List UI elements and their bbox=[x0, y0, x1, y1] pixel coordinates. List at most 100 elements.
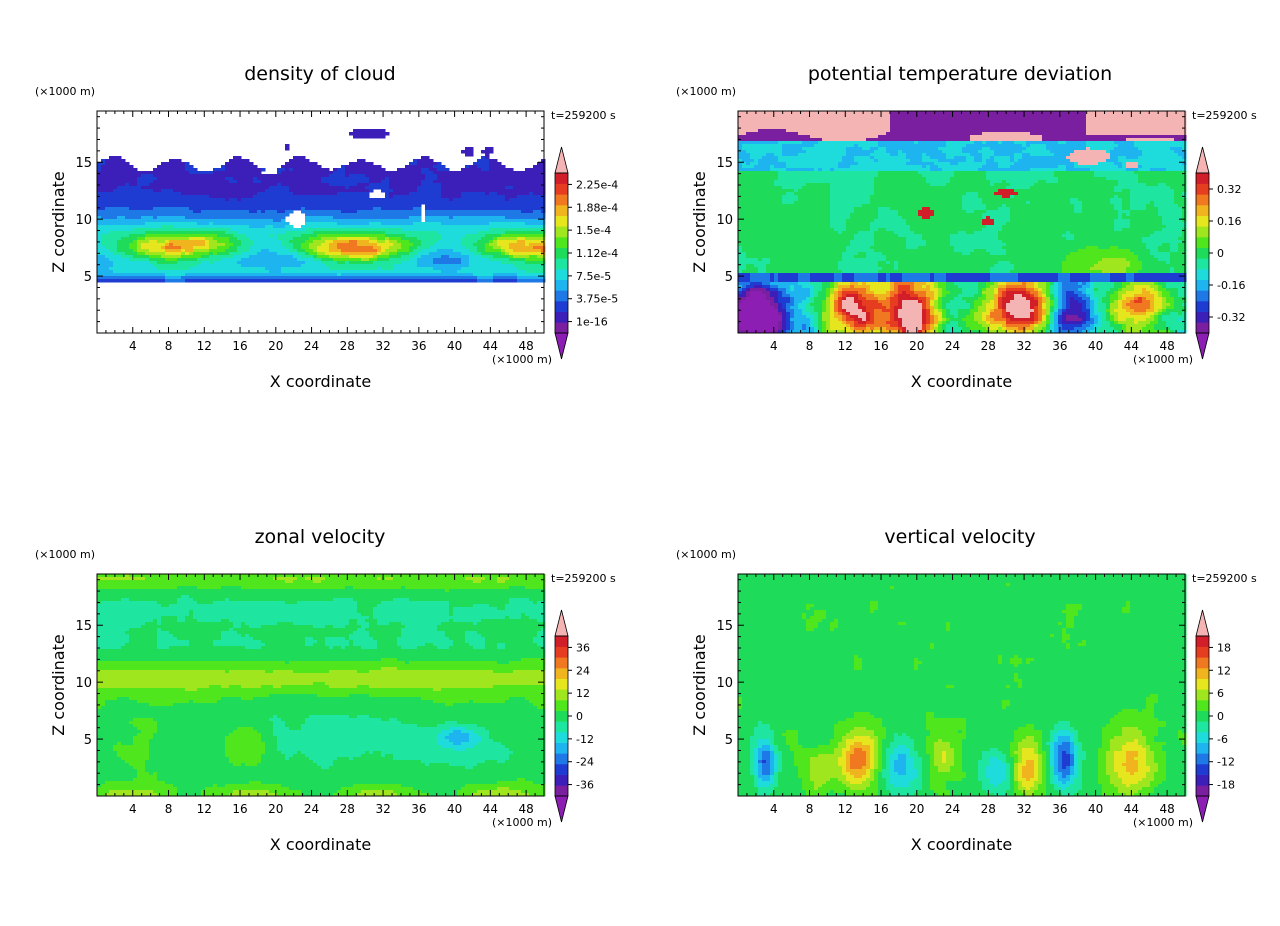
heatmap-cell bbox=[453, 216, 458, 220]
heatmap-cell bbox=[333, 240, 338, 244]
heatmap-cell bbox=[445, 192, 450, 196]
heatmap-cell bbox=[413, 168, 418, 172]
heatmap-cell bbox=[313, 249, 318, 253]
heatmap-cell bbox=[449, 180, 454, 184]
heatmap-cell bbox=[141, 216, 146, 220]
heatmap-cell bbox=[233, 222, 238, 226]
heatmap-cell bbox=[393, 195, 398, 199]
heatmap-cell bbox=[189, 267, 194, 271]
heatmap-cell bbox=[429, 162, 434, 166]
heatmap-cell bbox=[417, 264, 422, 268]
heatmap-cell bbox=[325, 240, 330, 244]
heatmap-cell bbox=[429, 159, 434, 163]
heatmap-cell bbox=[489, 246, 494, 250]
heatmap-cell bbox=[305, 228, 310, 232]
heatmap-cell bbox=[253, 210, 258, 214]
heatmap-cell bbox=[113, 189, 118, 193]
heatmap-cell bbox=[369, 255, 374, 259]
heatmap-cell bbox=[541, 204, 546, 208]
heatmap-cell bbox=[225, 252, 230, 256]
heatmap-cell bbox=[141, 195, 146, 199]
heatmap-cell bbox=[141, 171, 146, 175]
heatmap-cell bbox=[305, 171, 310, 175]
heatmap-cell bbox=[249, 174, 254, 178]
heatmap-cell bbox=[205, 171, 210, 175]
heatmap-cell bbox=[433, 186, 438, 190]
heatmap-cell bbox=[185, 204, 190, 208]
heatmap-cell bbox=[297, 258, 302, 262]
heatmap-cell bbox=[373, 132, 378, 136]
heatmap-cell bbox=[309, 240, 314, 244]
heatmap-cell bbox=[349, 177, 354, 181]
heatmap-cell bbox=[409, 195, 414, 199]
heatmap-cell bbox=[153, 279, 158, 283]
heatmap-cell bbox=[117, 204, 122, 208]
heatmap-cell bbox=[425, 240, 430, 244]
heatmap-cell bbox=[529, 252, 534, 256]
heatmap-cell bbox=[341, 165, 346, 169]
heatmap-cell bbox=[109, 180, 114, 184]
heatmap-cell bbox=[325, 207, 330, 211]
heatmap-cell bbox=[125, 237, 130, 241]
heatmap-cell bbox=[509, 174, 514, 178]
heatmap-cell bbox=[141, 231, 146, 235]
heatmap-cell bbox=[125, 195, 130, 199]
heatmap-cell bbox=[201, 240, 206, 244]
heatmap-cell bbox=[225, 255, 230, 259]
heatmap-cell bbox=[241, 279, 246, 283]
heatmap-cell bbox=[537, 252, 542, 256]
heatmap-cell bbox=[297, 165, 302, 169]
heatmap-cell bbox=[493, 231, 498, 235]
y-axis-label: Z coordinate bbox=[49, 171, 68, 272]
heatmap-cell bbox=[209, 213, 214, 217]
heatmap-cell bbox=[113, 258, 118, 262]
heatmap-cell bbox=[970, 114, 975, 118]
heatmap-cell bbox=[157, 255, 162, 259]
heatmap-cell bbox=[325, 273, 330, 277]
heatmap-cell bbox=[353, 168, 358, 172]
heatmap-cell bbox=[449, 240, 454, 244]
heatmap-cell bbox=[125, 201, 130, 205]
heatmap-cell bbox=[493, 249, 498, 253]
heatmap-cell bbox=[401, 279, 406, 283]
heatmap-cell bbox=[341, 180, 346, 184]
heatmap-cell bbox=[105, 258, 110, 262]
heatmap-cell bbox=[497, 180, 502, 184]
heatmap-cell bbox=[337, 186, 342, 190]
heatmap-cell bbox=[1118, 114, 1123, 118]
heatmap-cell bbox=[513, 255, 518, 259]
heatmap-cell bbox=[461, 255, 466, 259]
heatmap-cell bbox=[509, 249, 514, 253]
heatmap-cell bbox=[261, 174, 266, 178]
heatmap-cell bbox=[121, 177, 126, 181]
heatmap-cell bbox=[353, 234, 358, 238]
heatmap-cell bbox=[453, 174, 458, 178]
heatmap-cell bbox=[501, 165, 506, 169]
heatmap-cell bbox=[233, 165, 238, 169]
heatmap-cell bbox=[397, 231, 402, 235]
heatmap-cell bbox=[409, 174, 414, 178]
heatmap-cell bbox=[325, 270, 330, 274]
heatmap-cell bbox=[169, 228, 174, 232]
heatmap-cell bbox=[321, 258, 326, 262]
heatmap-cell bbox=[313, 264, 318, 268]
heatmap-cell bbox=[249, 168, 254, 172]
heatmap-cell bbox=[137, 189, 142, 193]
heatmap-cell bbox=[353, 165, 358, 169]
heatmap-cell bbox=[754, 120, 759, 124]
heatmap-cell bbox=[273, 216, 278, 220]
heatmap-cell bbox=[453, 195, 458, 199]
heatmap-cell bbox=[485, 255, 490, 259]
heatmap-cell bbox=[1150, 117, 1155, 121]
heatmap-cell bbox=[537, 189, 542, 193]
heatmap-cell bbox=[417, 165, 422, 169]
heatmap-cell bbox=[313, 261, 318, 265]
heatmap-cell bbox=[157, 165, 162, 169]
heatmap-cell bbox=[1134, 114, 1139, 118]
heatmap-cell bbox=[277, 270, 282, 274]
heatmap-cell bbox=[209, 249, 214, 253]
heatmap-cell bbox=[433, 207, 438, 211]
heatmap-cell bbox=[197, 204, 202, 208]
heatmap-cell bbox=[121, 186, 126, 190]
heatmap-cell bbox=[373, 231, 378, 235]
